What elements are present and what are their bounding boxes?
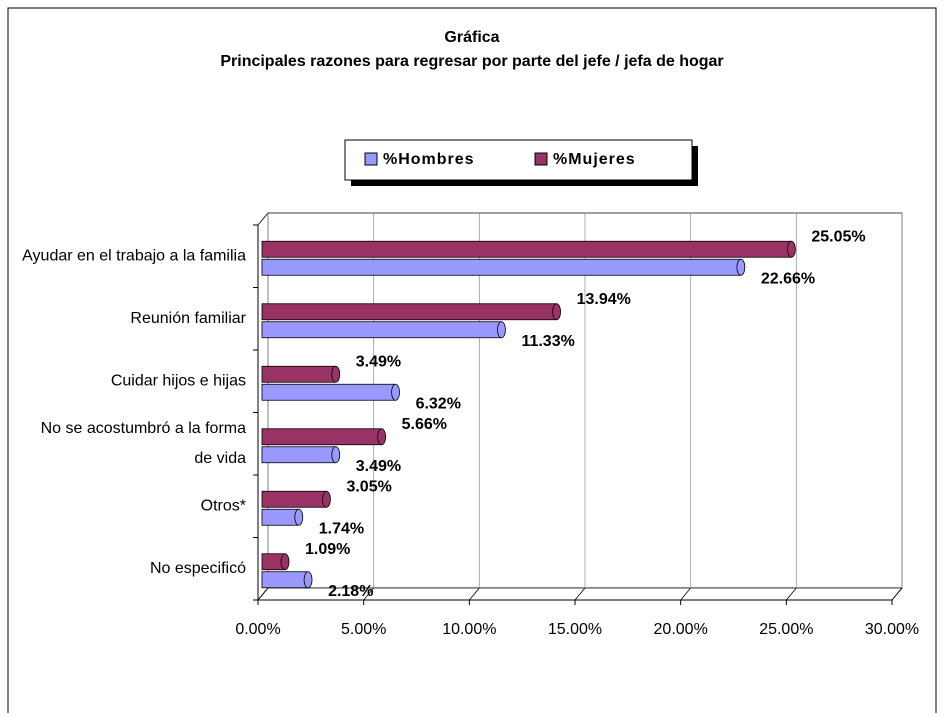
data-label: 13.94% — [577, 291, 631, 308]
data-label: 5.66% — [402, 416, 447, 433]
data-label: 6.32% — [416, 395, 461, 412]
floor-line — [469, 587, 480, 601]
floor-line — [891, 587, 903, 601]
y-tick-label: Cuidar hijos e hijas — [111, 372, 246, 389]
bar — [261, 508, 300, 526]
bar — [261, 303, 557, 321]
floor-line — [363, 587, 374, 601]
x-tick-label: 30.00% — [865, 621, 919, 638]
bar — [261, 321, 502, 339]
bar-cap — [280, 553, 290, 571]
bar-cap — [497, 321, 506, 339]
floor-line — [680, 587, 691, 601]
legend-label: %Mujeres — [553, 151, 636, 168]
x-tick-label: 15.00% — [548, 621, 602, 638]
x-tick-label: 20.00% — [654, 621, 708, 638]
data-label: 22.66% — [761, 270, 815, 287]
floor-line — [574, 587, 586, 601]
bar-cap — [552, 303, 561, 321]
bar-cap — [786, 240, 796, 258]
bar-cap — [331, 446, 341, 464]
data-label: 25.05% — [811, 228, 865, 245]
chart-title: Gráfica — [444, 29, 499, 46]
x-tick-label: 10.00% — [442, 621, 496, 638]
floor-line — [257, 587, 269, 601]
bar — [261, 258, 742, 276]
x-tick-label: 5.00% — [341, 621, 386, 638]
data-label: 3.05% — [346, 478, 391, 495]
y-tick-label: Ayudar en el trabajo a la familia — [22, 247, 246, 264]
data-label: 11.33% — [521, 333, 574, 350]
floor-line — [786, 587, 797, 601]
bar — [261, 240, 792, 258]
x-tick-label: 25.00% — [759, 621, 813, 638]
bar — [261, 446, 337, 464]
legend-label: %Hombres — [383, 151, 475, 168]
bar-cap — [736, 258, 746, 276]
bar-cap — [303, 571, 313, 589]
y-tick-label: Reunión familiar — [130, 310, 246, 327]
legend-swatch — [534, 152, 548, 166]
data-label: 1.09% — [305, 541, 350, 558]
y-tick-label: Otros* — [201, 497, 246, 514]
chart-subtitle: Principales razones para regresar por pa… — [220, 53, 723, 70]
bar — [261, 428, 383, 446]
bar — [261, 383, 396, 401]
data-label: 2.18% — [328, 583, 373, 600]
bar-cap — [391, 383, 400, 401]
legend-swatch — [364, 152, 378, 166]
data-label: 3.49% — [356, 458, 401, 475]
x-tick-label: 0.00% — [235, 621, 280, 638]
data-label: 3.49% — [356, 353, 401, 370]
bar-cap — [331, 365, 341, 383]
y-tick-label: No se acostumbró a la forma de vida — [41, 420, 247, 467]
legend-box — [344, 139, 693, 181]
bar-cap — [294, 508, 304, 526]
bar — [261, 490, 327, 508]
bar-cap — [322, 490, 331, 508]
bar — [261, 365, 337, 383]
data-label: 1.74% — [319, 520, 364, 537]
y-tick-label: No especificó — [150, 560, 246, 577]
bar — [261, 571, 309, 589]
bar-cap — [377, 428, 387, 446]
